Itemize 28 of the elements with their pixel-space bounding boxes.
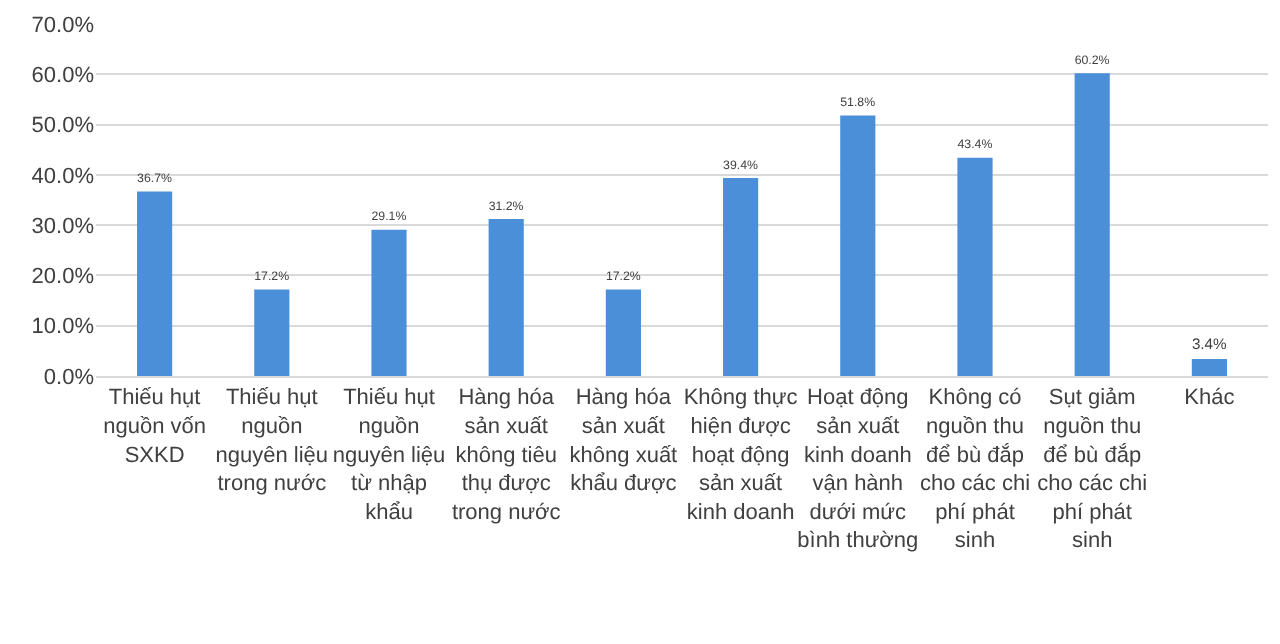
bar <box>137 191 173 376</box>
y-tick-label: 50.0% <box>31 114 95 139</box>
bar <box>1191 358 1227 376</box>
x-tick-label: Thiếu hụt nguồn vốn SXKD <box>103 386 206 468</box>
y-tick-label: 30.0% <box>31 214 95 239</box>
bar <box>723 177 759 376</box>
x-tick-label: Thiếu hụt nguồn nguyên liệu trong nước <box>215 386 329 497</box>
y-tick-label: 60.0% <box>31 63 95 88</box>
y-tick-label: 40.0% <box>31 164 95 189</box>
x-tick-label: Không có nguồn thu để bù đắp cho các chi phí phát sinh <box>919 386 1031 554</box>
bar <box>488 219 524 376</box>
bar <box>957 157 993 376</box>
bar <box>840 115 876 376</box>
data-label: 3.4% <box>1191 334 1228 353</box>
y-tick-label: 70.0% <box>31 13 95 38</box>
x-tick-label: Thiếu hụt nguồn nguyên liệu từ nhập khẩu <box>332 386 446 525</box>
bar <box>1074 73 1110 376</box>
bar <box>254 289 290 376</box>
y-tick-label: 0.0% <box>43 365 95 390</box>
y-tick-label: 20.0% <box>31 265 95 290</box>
bar <box>371 229 407 376</box>
x-tick-label: Khác <box>1184 386 1236 411</box>
x-tick-label: Sụt giảm nguồn thu để bù đắp cho các chi phí phát sinh <box>1037 386 1148 554</box>
x-tick-label: Hoạt động sản xuất kinh doanh vận hành dưới mức bình thường <box>797 386 919 554</box>
bar <box>605 289 641 376</box>
x-tick-label: Hàng hóa sản xuất không xuất khẩu được <box>569 386 678 497</box>
y-tick-label: 10.0% <box>31 315 95 340</box>
x-tick-label: Hàng hóa sản xuất không tiêu thụ được trong nước <box>451 386 562 525</box>
